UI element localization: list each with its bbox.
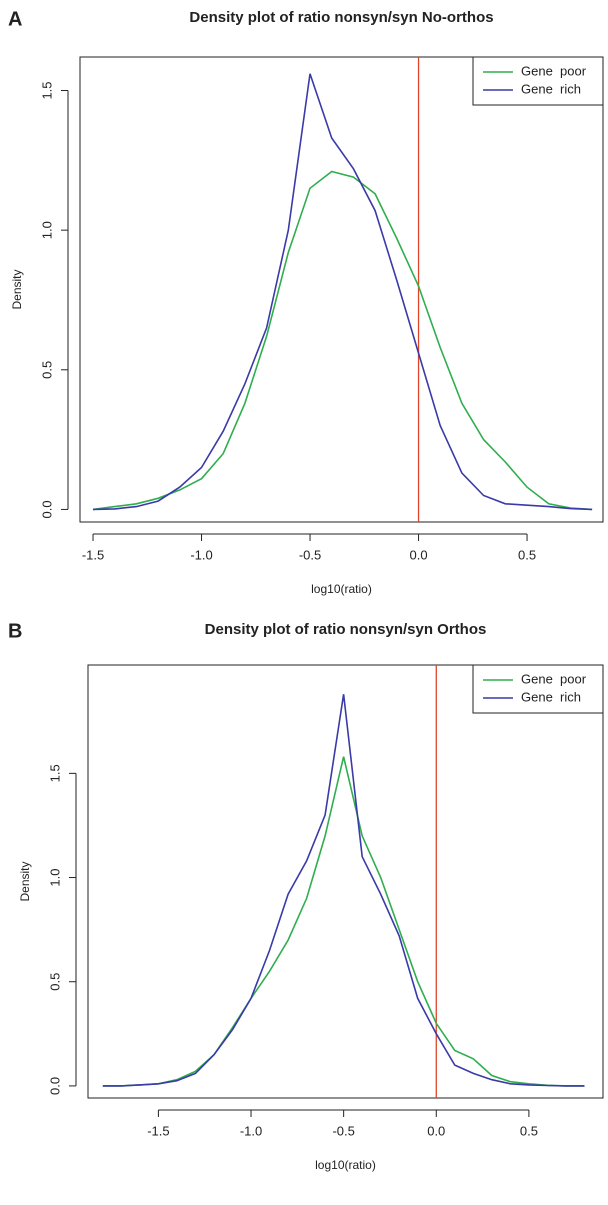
x-tick-label: 0.5 [520, 1123, 538, 1138]
y-tick-label: 1.0 [47, 869, 62, 887]
legend-label: Gene rich [521, 689, 581, 704]
x-tick-label: -1.0 [240, 1123, 262, 1138]
x-tick-label: -1.0 [190, 547, 212, 562]
legend-label: Gene poor [521, 63, 587, 78]
x-tick-label: -0.5 [332, 1123, 354, 1138]
y-tick-label: 1.5 [47, 764, 62, 782]
chart-title: Density plot of ratio nonsyn/syn Orthos [205, 621, 487, 638]
plot-frame [79, 56, 604, 523]
legend-box [472, 56, 604, 106]
y-tick-label: 0.5 [39, 361, 54, 379]
y-tick-label: 1.0 [39, 221, 54, 239]
x-tick-label: 0.5 [518, 547, 536, 562]
y-tick-label: 0.0 [39, 500, 54, 518]
legend-label: Gene rich [521, 81, 581, 96]
panel-label: B [8, 620, 22, 642]
y-axis-label: Density [18, 861, 32, 901]
chart-title: Density plot of ratio nonsyn/syn No-orth… [189, 9, 493, 26]
x-tick-label: -1.5 [82, 547, 104, 562]
panel-label: A [8, 8, 22, 30]
x-tick-label: -0.5 [299, 547, 321, 562]
y-tick-label: 1.5 [39, 81, 54, 99]
plot-frame [87, 664, 604, 1099]
x-tick-label: 0.0 [427, 1123, 445, 1138]
x-tick-label: -1.5 [147, 1123, 169, 1138]
x-axis-label: log10(ratio) [315, 1158, 376, 1172]
density-line [92, 73, 593, 511]
density-line [102, 756, 585, 1087]
x-tick-label: 0.0 [410, 547, 428, 562]
density-line [102, 694, 585, 1087]
y-axis-label: Density [10, 269, 24, 309]
y-tick-label: 0.0 [47, 1077, 62, 1095]
legend-label: Gene poor [521, 671, 587, 686]
y-tick-label: 0.5 [47, 973, 62, 991]
legend-box [472, 664, 604, 714]
x-axis-label: log10(ratio) [311, 582, 372, 596]
density-line [92, 170, 593, 511]
